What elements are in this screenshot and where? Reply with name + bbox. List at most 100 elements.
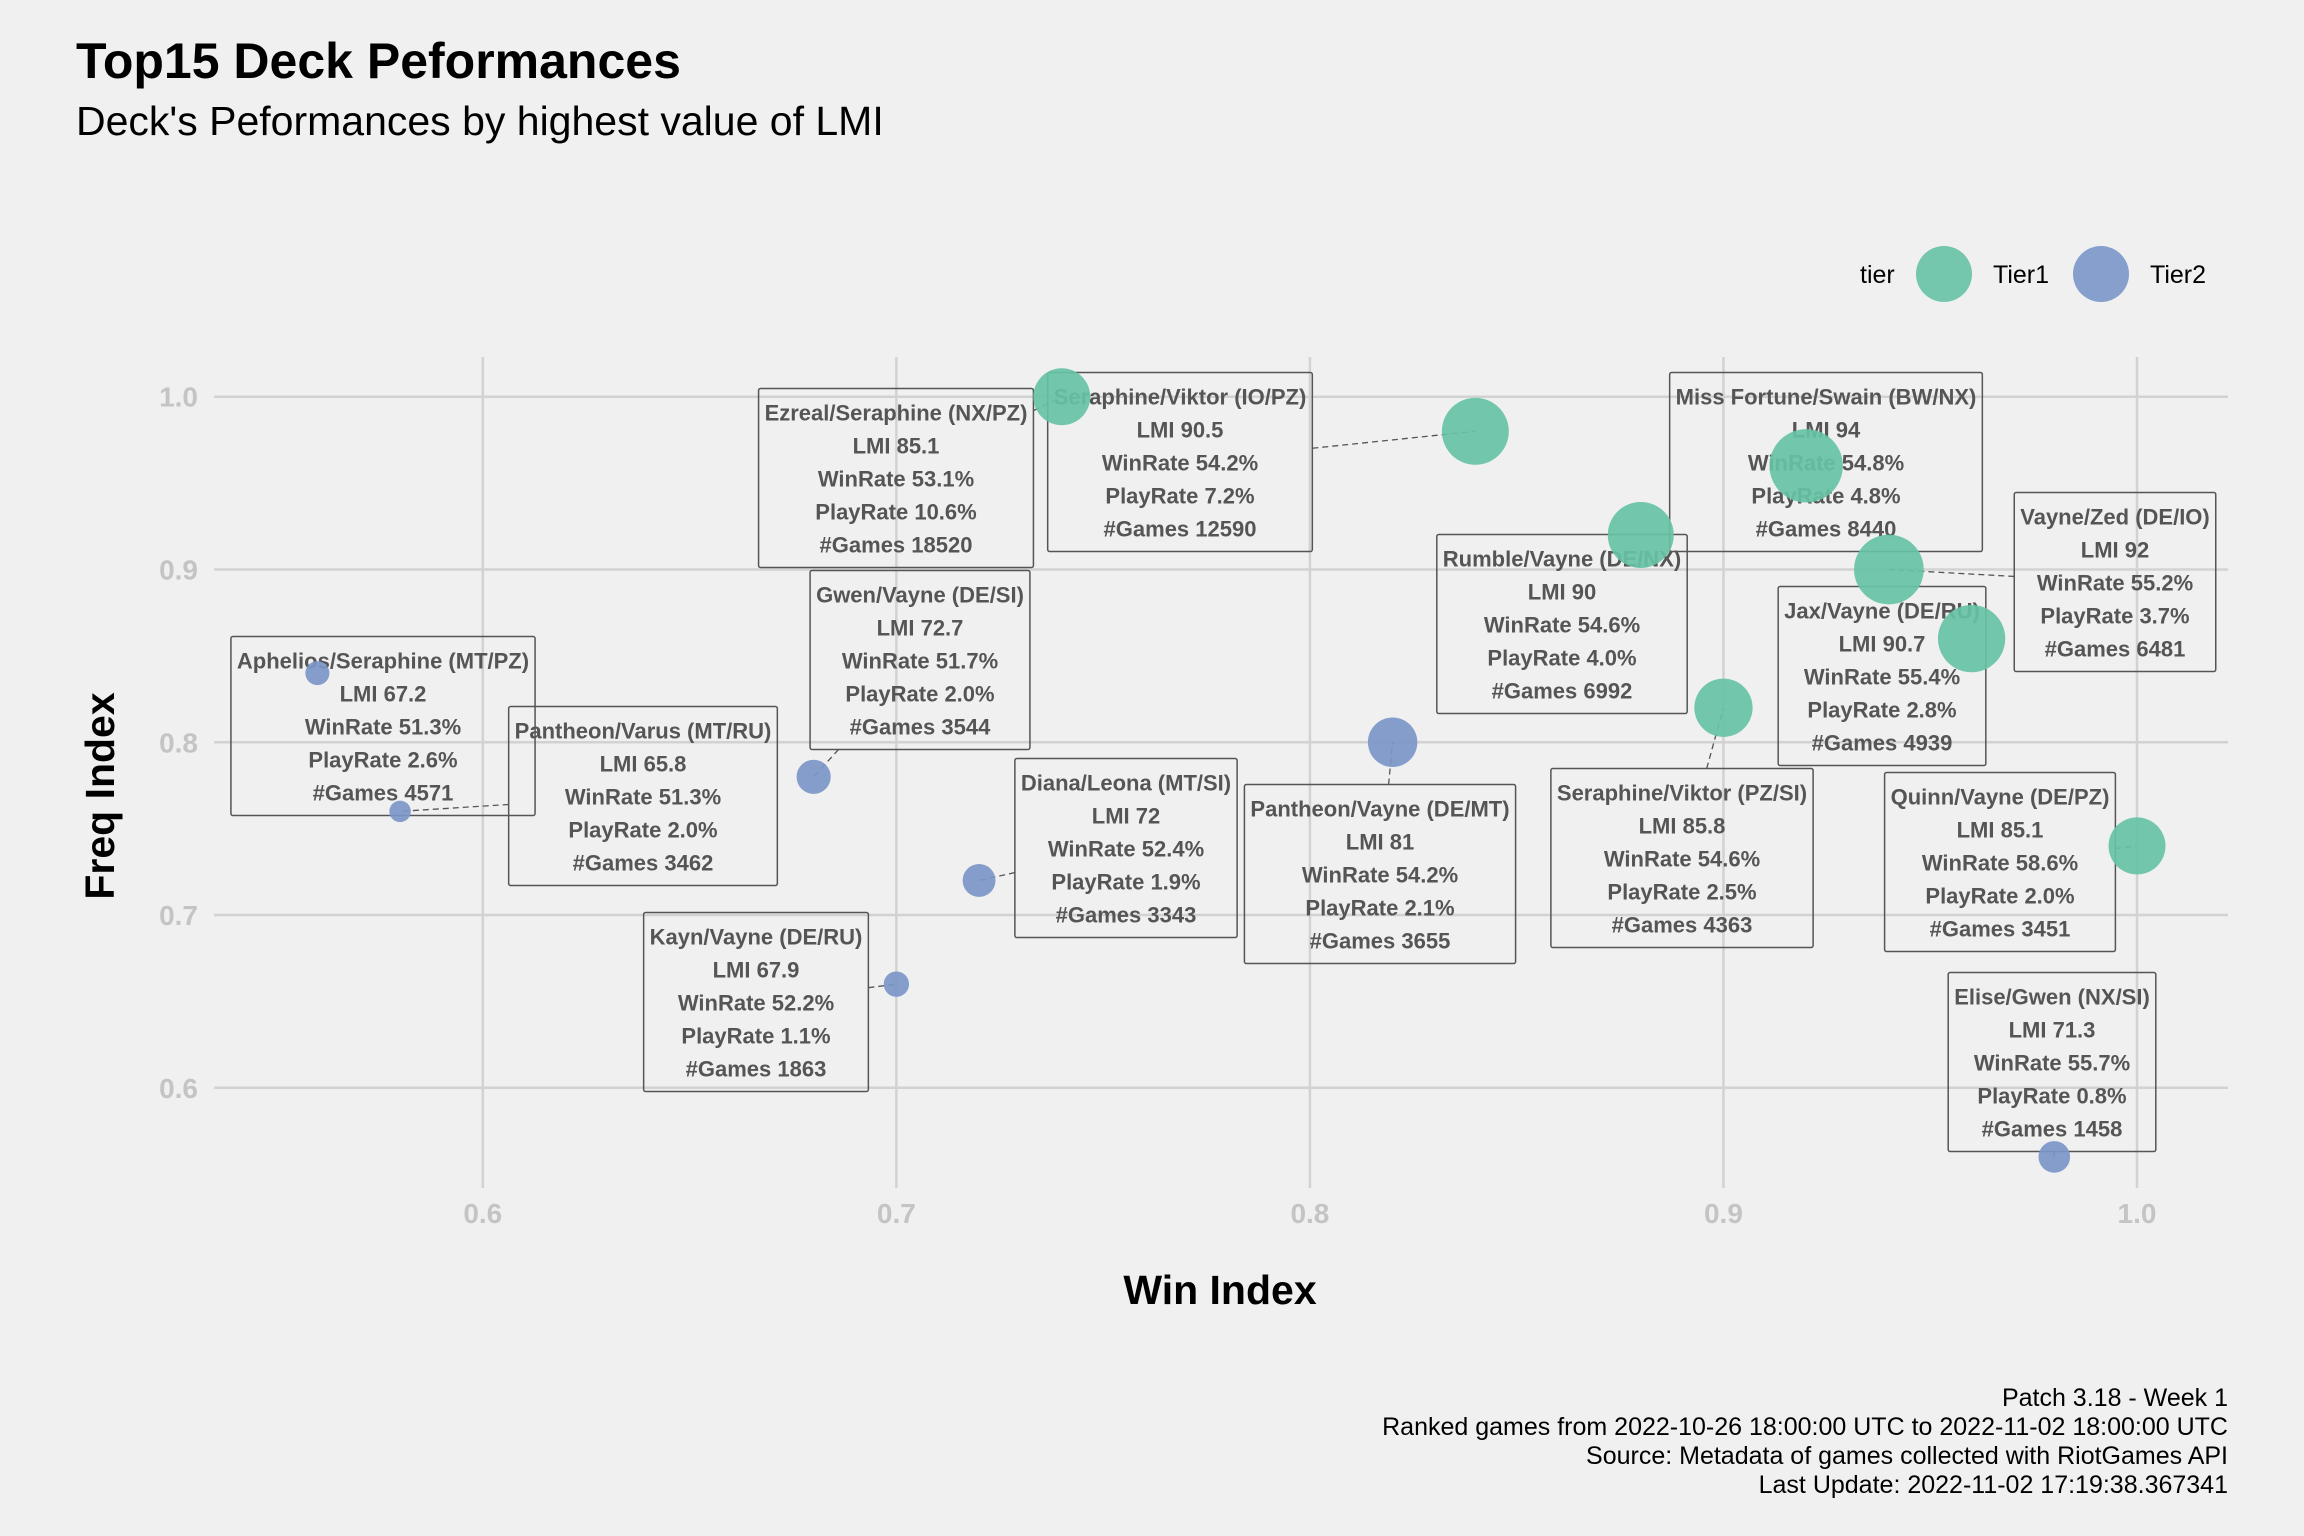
point-label-text: Miss Fortune/Swain (BW/NX) <box>1676 385 1977 410</box>
y-tick-label: 0.8 <box>159 727 198 758</box>
point-label-box <box>1436 533 1688 715</box>
chart-subtitle: Deck's Peformances by highest value of L… <box>76 98 884 144</box>
point-label-text: WinRate 51.3% <box>305 715 461 740</box>
point-label-text: #Games 1458 <box>1982 1117 2123 1142</box>
point-label-text: PlayRate 3.7% <box>2040 604 2189 629</box>
point-label-text: #Games 18520 <box>820 533 973 558</box>
point-label-text: WinRate 54.2% <box>1302 863 1458 888</box>
data-point <box>2038 1141 2071 1173</box>
point-label-text: WinRate 54.6% <box>1484 613 1640 638</box>
point-label-text: #Games 3451 <box>1930 917 2071 942</box>
point-label-text: LMI 72.7 <box>877 616 964 641</box>
data-point <box>1854 534 1924 605</box>
y-tick-label: 0.7 <box>159 900 198 931</box>
point-label-text: LMI 72 <box>1092 804 1160 829</box>
point-label-text: PlayRate 0.8% <box>1977 1084 2126 1109</box>
point-label-text: #Games 1863 <box>686 1057 827 1082</box>
point-label-text: #Games 3462 <box>573 851 714 876</box>
point-label-text: #Games 4939 <box>1812 731 1953 756</box>
point-label-text: #Games 3655 <box>1310 929 1451 954</box>
point-label-text: WinRate 54.6% <box>1604 847 1760 872</box>
point-label-text: #Games 4363 <box>1612 913 1753 938</box>
point-label-text: LMI 90 <box>1528 580 1596 605</box>
data-point <box>1367 717 1418 767</box>
point-label-text: PlayRate 1.9% <box>1051 870 1200 895</box>
data-point <box>1441 397 1509 465</box>
point-label-text: WinRate 55.2% <box>2037 571 2193 596</box>
label-leader-line <box>1312 430 1476 449</box>
point-label-text: WinRate 58.6% <box>1922 851 2078 876</box>
point-label-text: Gwen/Vayne (DE/SI) <box>816 583 1024 608</box>
legend-label-tier2: Tier2 <box>2150 261 2206 289</box>
point-label-text: #Games 6481 <box>2045 637 2186 662</box>
point-label-text: PlayRate 7.2% <box>1105 484 1254 509</box>
point-label-text: LMI 67.9 <box>713 958 800 983</box>
caption-line: Source: Metadata of games collected with… <box>1586 1442 2228 1470</box>
point-label-box <box>1243 783 1517 965</box>
point-label-text: Pantheon/Varus (MT/RU) <box>515 719 772 744</box>
point-label-text: PlayRate 2.0% <box>845 682 994 707</box>
data-point <box>2108 817 2166 875</box>
point-label-text: WinRate 52.4% <box>1048 837 1204 862</box>
legend-swatch-tier2 <box>2073 246 2129 302</box>
point-label-text: Seraphine/Viktor (IO/PZ) <box>1054 385 1307 410</box>
x-tick-label: 1.0 <box>2118 1198 2157 1229</box>
data-point <box>883 971 910 997</box>
point-label-text: LMI 90.5 <box>1137 418 1224 443</box>
label-leader-line <box>400 803 509 813</box>
y-tick-label: 1.0 <box>159 382 198 413</box>
point-label-box <box>1550 767 1814 949</box>
point-label-text: LMI 90.7 <box>1839 632 1926 657</box>
point-label-text: LMI 85.1 <box>1957 818 2044 843</box>
point-label-box <box>757 387 1035 569</box>
legend-swatch-tier1 <box>1916 246 1972 302</box>
legend-title: tier <box>1860 261 1895 289</box>
point-label-text: PlayRate 10.6% <box>815 500 976 525</box>
point-label-box <box>1014 757 1238 939</box>
point-label-text: #Games 3343 <box>1056 903 1197 928</box>
x-axis-title: Win Index <box>1123 1267 1316 1313</box>
x-tick-label: 0.8 <box>1290 1198 1329 1229</box>
point-label-text: Kayn/Vayne (DE/RU) <box>650 925 863 950</box>
point-label-text: PlayRate 2.6% <box>308 748 457 773</box>
point-label-text: Ezreal/Seraphine (NX/PZ) <box>765 401 1028 426</box>
point-label-text: PlayRate 2.0% <box>568 818 717 843</box>
data-point <box>1033 368 1091 426</box>
point-label-box <box>809 569 1031 751</box>
point-label-text: PlayRate 4.0% <box>1487 646 1636 671</box>
point-label-text: PlayRate 2.1% <box>1305 896 1454 921</box>
point-label-text: #Games 3544 <box>850 715 991 740</box>
point-label-box <box>2013 491 2217 673</box>
point-label-text: LMI 85.1 <box>853 434 940 459</box>
y-axis-ticks: 0.6 0.7 0.8 0.9 1.0 <box>159 382 198 1104</box>
y-tick-label: 0.6 <box>159 1073 198 1104</box>
y-tick-label: 0.9 <box>159 555 198 586</box>
point-label-text: #Games 6992 <box>1492 679 1633 704</box>
point-label-text: LMI 81 <box>1346 830 1414 855</box>
x-tick-label: 0.6 <box>463 1198 502 1229</box>
point-label-box <box>1046 371 1314 553</box>
point-label-text: WinRate 53.1% <box>818 467 974 492</box>
legend-label-tier1: Tier1 <box>1993 261 2049 289</box>
point-label-text: LMI 92 <box>2081 538 2149 563</box>
data-point <box>1769 429 1843 503</box>
data-point <box>796 759 831 794</box>
caption-line: Ranked games from 2022-10-26 18:00:00 UT… <box>1382 1413 2228 1441</box>
point-label-text: PlayRate 2.8% <box>1807 698 1956 723</box>
point-label-box <box>230 635 536 817</box>
point-label-text: WinRate 51.7% <box>842 649 998 674</box>
point-label-text: Seraphine/Viktor (PZ/SI) <box>1557 781 1807 806</box>
caption: Patch 3.18 - Week 1 Ranked games from 20… <box>1382 1384 2228 1500</box>
point-label-text: PlayRate 2.0% <box>1925 884 2074 909</box>
data-point <box>1607 501 1674 568</box>
point-label-text: PlayRate 2.5% <box>1607 880 1756 905</box>
point-label-text: Aphelios/Seraphine (MT/PZ) <box>237 649 529 674</box>
point-label-text: #Games 8440 <box>1756 517 1897 542</box>
point-label-text: WinRate 54.2% <box>1102 451 1258 476</box>
data-points <box>305 368 2166 1173</box>
data-point <box>389 800 411 823</box>
point-label-text: LMI 65.8 <box>600 752 687 777</box>
point-label-text: LMI 71.3 <box>2009 1018 2096 1043</box>
data-point <box>1937 604 2006 673</box>
point-label-text: LMI 85.8 <box>1639 814 1726 839</box>
